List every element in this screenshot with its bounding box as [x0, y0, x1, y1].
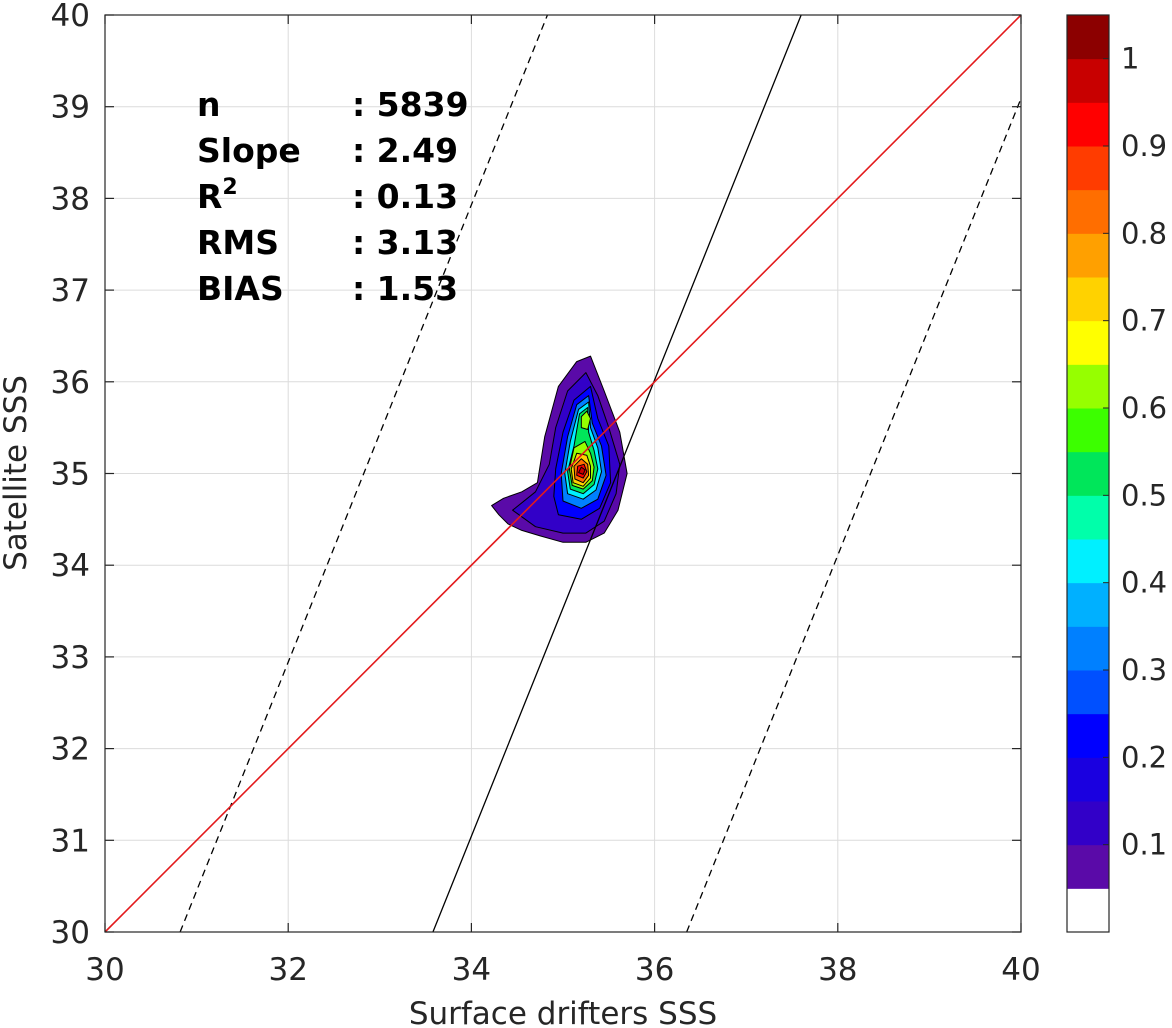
regression-upper-bound-line	[179, 14, 549, 933]
colorbar-band	[1067, 58, 1109, 103]
x-tick-label: 30	[85, 952, 124, 988]
x-axis-title: Surface drifters SSS	[409, 996, 717, 1028]
colorbar-band	[1067, 713, 1109, 758]
colorbar-band	[1067, 15, 1109, 60]
stat-label: n	[197, 85, 221, 124]
colorbar-tick-label: 0.4	[1121, 566, 1167, 600]
colorbar-band	[1067, 189, 1109, 234]
colorbar-tick-label: 0.8	[1121, 216, 1167, 250]
colorbar-band	[1067, 757, 1109, 802]
axis-ticks: 30 32 34 36 38 40 30 31 32 33 34 35 36 37 38 39 40	[51, 0, 1041, 988]
colorbar-band	[1067, 233, 1109, 278]
y-tick-label: 39	[51, 90, 90, 126]
colorbar-band	[1067, 670, 1109, 715]
stat-label: BIAS	[197, 269, 284, 308]
stat-label: RMS	[197, 223, 279, 262]
stat-value: : 2.49	[352, 131, 458, 170]
colorbar-band	[1067, 451, 1109, 496]
colorbar-band	[1067, 844, 1109, 889]
y-axis-title: Satellite SSS	[0, 375, 34, 571]
stat-value: : 0.13	[352, 177, 458, 216]
regression-lower-bound-line	[686, 98, 1022, 933]
y-tick-label: 33	[51, 640, 90, 676]
colorbar-band	[1067, 408, 1109, 453]
colorbar-band	[1067, 320, 1109, 365]
colorbar-band	[1067, 888, 1109, 933]
regression-line	[432, 14, 802, 933]
colorbar-tick-label: 0.5	[1121, 478, 1167, 512]
colorbar-frame	[1066, 14, 1110, 933]
colorbar-band	[1067, 102, 1109, 147]
y-tick-label: 36	[51, 365, 90, 401]
colorbar-band	[1067, 277, 1109, 322]
stat-value: : 1.53	[352, 269, 458, 308]
x-tick-label: 32	[268, 952, 307, 988]
y-tick-label: 38	[51, 181, 90, 217]
y-tick-label: 34	[51, 548, 90, 584]
colorbar-band	[1067, 582, 1109, 627]
colorbar-tick-label: 0.9	[1121, 129, 1167, 163]
y-tick-label: 31	[51, 823, 90, 859]
reference-lines	[104, 14, 1022, 933]
colorbar-tick-label: 0.2	[1121, 740, 1167, 774]
x-tick-label: 38	[818, 952, 857, 988]
y-tick-label: 30	[51, 915, 90, 951]
colorbar-tick-label: 0.6	[1121, 391, 1167, 425]
plot-frame	[104, 14, 1022, 933]
stat-label-superscript: 2	[222, 175, 237, 200]
contour-level	[580, 410, 591, 430]
colorbar-band	[1067, 801, 1109, 846]
colorbar-tick-label: 0.1	[1121, 828, 1167, 862]
x-tick-label: 40	[1001, 952, 1040, 988]
colorbar-tick-label: 1	[1121, 42, 1139, 76]
y-tick-label: 35	[51, 457, 90, 493]
stat-label: Slope	[197, 131, 301, 170]
colorbar-band	[1067, 146, 1109, 191]
x-tick-label: 36	[635, 952, 674, 988]
colorbar-band	[1067, 539, 1109, 584]
contour-fills	[491, 355, 628, 543]
colorbar-tick-label: 0.3	[1121, 653, 1167, 687]
y-tick-label: 32	[51, 732, 90, 768]
stat-value: : 5839	[352, 85, 469, 124]
colorbar-band	[1067, 495, 1109, 540]
colorbar-band	[1067, 626, 1109, 671]
stat-value: : 3.13	[352, 223, 458, 262]
y-tick-label: 37	[51, 273, 90, 309]
x-tick-label: 34	[452, 952, 491, 988]
y-tick-label: 40	[51, 0, 90, 34]
one-to-one-line	[104, 14, 1022, 933]
colorbar-band	[1067, 364, 1109, 409]
grid	[104, 14, 1022, 933]
colorbar-tick-label: 0.7	[1121, 304, 1167, 338]
contour-level	[578, 466, 586, 475]
colorbar: 0.1 0.2 0.3 0.4 0.5 0.6 0.7 0.8 0.9 1	[1066, 14, 1167, 933]
